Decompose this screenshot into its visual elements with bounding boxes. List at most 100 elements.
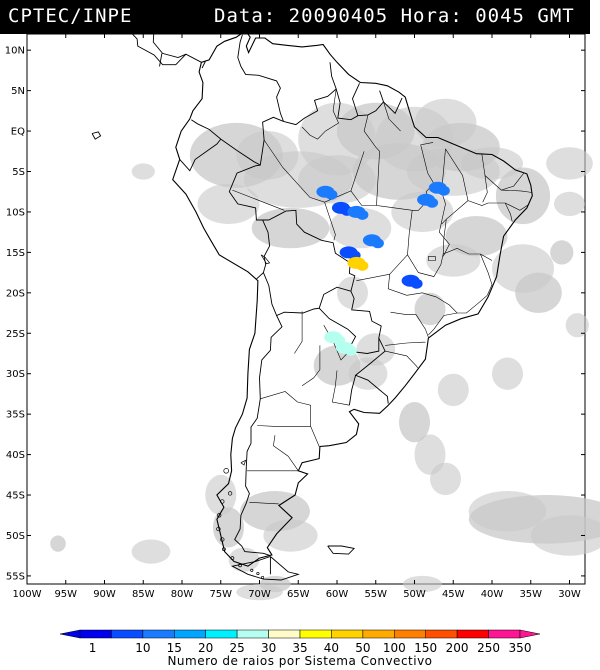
longitude-label: 90W (93, 589, 116, 600)
cloud-patch (197, 183, 260, 225)
latitude-labels: 10N 5N EQ 5S 10S 15S 20S 25S 30S 35S 40S 45S 50S 55S (5, 46, 25, 583)
legend-caption: Numero de raios por Sistema Convectivo (167, 654, 433, 668)
legend-swatch (174, 629, 206, 639)
legend-swatch (331, 629, 364, 639)
convective-system (362, 234, 384, 249)
legend-label: 15 (167, 641, 182, 654)
title-source: CPTEC/INPE (8, 5, 133, 27)
cloud-cover-layer (50, 98, 600, 601)
legend-labels: 1 10 15 20 25 30 35 40 50 100 150 200 250 350 (89, 641, 532, 654)
legend-label: 10 (135, 641, 150, 654)
convective-system (401, 274, 423, 289)
legend-label: 150 (414, 641, 437, 654)
legend-label: 250 (477, 641, 500, 654)
legend-swatch (236, 629, 269, 639)
cloud-patch (492, 357, 523, 390)
map-ticks (26, 34, 585, 584)
cloud-patch (426, 244, 481, 277)
legend-swatch (111, 629, 144, 639)
cloud-patch (414, 434, 446, 475)
legend-label: 35 (292, 641, 307, 654)
cloud-patch (402, 575, 442, 593)
cloud-patch (515, 272, 562, 313)
legend-bar (59, 629, 541, 639)
latitude-label: 20S (6, 288, 25, 299)
latitude-label: 5S (12, 167, 25, 178)
cloud-patch (131, 539, 171, 564)
cloud-patch (414, 292, 446, 326)
convective-system (324, 331, 346, 346)
longitude-label: 95W (54, 589, 77, 600)
cloud-patch (461, 147, 523, 180)
cloud-patch (263, 519, 318, 552)
cloud-patch (337, 276, 368, 309)
convective-systems-layer (316, 181, 450, 356)
cloud-patch (348, 357, 388, 390)
legend-swatch (394, 629, 426, 639)
cloud-patch (430, 462, 461, 496)
legend-swatch (79, 629, 112, 639)
cloud-patch (251, 207, 330, 249)
latitude-label: EQ (11, 127, 25, 138)
cloud-patch (530, 515, 600, 556)
legend-swatch (268, 629, 301, 639)
legend-label: 350 (509, 641, 532, 654)
longitude-label: 70W (248, 589, 271, 600)
latitude-label: 50S (6, 531, 25, 542)
legend-swatch (456, 629, 489, 639)
latitude-label: 40S (6, 450, 25, 461)
longitude-labels: 100W 95W 90W 85W 80W 75W 70W 65W 60W 55W 50W 45W 40W… (13, 589, 581, 600)
longitude-label: 75W (209, 589, 232, 600)
longitude-label: 85W (132, 589, 155, 600)
legend-label: 200 (446, 641, 469, 654)
latitude-label: 30S (6, 369, 25, 380)
legend-swatch (142, 629, 175, 639)
cloud-patch (356, 333, 396, 366)
latitude-label: 55S (6, 571, 25, 582)
cloud-patch (205, 474, 237, 516)
longitude-label: 65W (287, 589, 310, 600)
color-legend: 1 10 15 20 25 30 35 40 50 100 150 200 250 350 (59, 629, 541, 654)
legend-arrow-left (59, 629, 81, 639)
legend-swatch (425, 629, 458, 639)
cloud-patch (313, 345, 361, 386)
cloud-patch (131, 163, 155, 180)
longitude-label: 100W (13, 589, 42, 600)
cloud-patch (550, 240, 574, 265)
legend-label: 40 (324, 641, 339, 654)
cloud-patch (468, 491, 547, 532)
legend-arrow-right (519, 629, 541, 639)
latitude-label: 10S (6, 207, 25, 218)
convective-system (347, 205, 369, 220)
title-date-time: Data: 20090405 Hora: 0045 GMT (214, 5, 575, 27)
legend-swatch (299, 629, 332, 639)
cloud-patch (50, 535, 66, 552)
convective-system (335, 341, 357, 356)
cloud-patch (554, 191, 585, 216)
legend-swatch (362, 629, 395, 639)
longitude-label: 30W (558, 589, 581, 600)
cloud-patch (546, 147, 593, 180)
longitude-label: 60W (326, 589, 349, 600)
latitude-label: 5N (11, 86, 25, 97)
latitude-label: 15S (6, 248, 25, 259)
longitude-label: 80W (171, 589, 194, 600)
cloud-patch (565, 313, 589, 338)
longitude-label: 35W (519, 589, 542, 600)
legend-label: 100 (383, 641, 406, 654)
convective-system (316, 185, 338, 200)
cloud-patch (495, 167, 551, 225)
longitude-label: 40W (481, 589, 504, 600)
legend-label: 20 (198, 641, 213, 654)
cloud-patch (399, 402, 430, 443)
convective-system (417, 193, 439, 208)
longitude-label: 50W (403, 589, 426, 600)
longitude-label: 45W (442, 589, 465, 600)
legend-swatch (488, 629, 521, 639)
convective-system (347, 256, 369, 271)
longitude-label: 55W (364, 589, 387, 600)
convective-system (428, 181, 450, 196)
lightning-map: 10N5NEQ5S10S15S20S25S30S35S40S45S50S55S … (5, 34, 600, 601)
legend-label: 25 (229, 641, 244, 654)
latitude-label: 45S (6, 491, 25, 502)
